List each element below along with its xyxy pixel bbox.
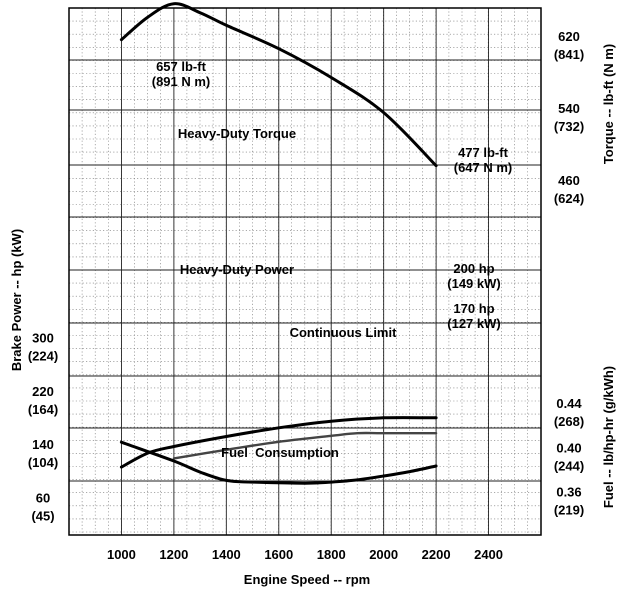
torque-tick-label: 540: [558, 101, 580, 116]
power-curve-title: Heavy-Duty Power: [180, 262, 294, 277]
x-tick-label: 1200: [159, 547, 188, 562]
torque-tick-label: 620: [558, 29, 580, 44]
x-tick-label: 1000: [107, 547, 136, 562]
power-end-metric-label: (149 kW): [447, 276, 500, 291]
power-end-label: 200 hp: [453, 261, 494, 276]
torque-end-metric-label: (647 N m): [454, 160, 513, 175]
x-tick-label: 2200: [422, 547, 451, 562]
power-tick-label-kw: (164): [28, 402, 58, 417]
torque-peak-metric-label: (891 N m): [152, 74, 211, 89]
torque-curve-title: Heavy-Duty Torque: [178, 126, 296, 141]
fuel-tick-label: 0.36: [556, 485, 581, 500]
power-tick-labels: 300 (224) 220 (164) 140 (104) 60 (45): [28, 331, 58, 524]
x-tick-labels: 1000 1200 1400 1600 1800 2000 2200 2400: [107, 547, 503, 562]
fuel-tick-label-metric: (268): [554, 414, 584, 429]
fuel-tick-label-metric: (244): [554, 458, 584, 473]
continuous-end-label: 170 hp: [453, 301, 494, 316]
curves: [119, 2, 438, 485]
continuous-end-metric-label: (127 kW): [447, 316, 500, 331]
fuel-curve-title: Fuel Consumption: [221, 445, 339, 460]
power-tick-label-kw: (224): [28, 349, 58, 364]
torque-peak-label: 657 lb-ft: [156, 59, 207, 74]
torque-tick-label-nm: (624): [554, 191, 584, 206]
fuel-tick-label: 0.44: [556, 396, 582, 411]
torque-axis-label: Torque -- lb-ft (N m): [601, 44, 616, 164]
x-tick-label: 1800: [317, 547, 346, 562]
continuous-limit-line: [172, 431, 438, 460]
x-tick-label: 1400: [212, 547, 241, 562]
power-tick-label-kw: (104): [28, 455, 58, 470]
fuel-tick-label: 0.40: [556, 440, 581, 455]
torque-tick-label: 460: [558, 173, 580, 188]
power-tick-label: 140: [32, 437, 54, 452]
x-axis-label: Engine Speed -- rpm: [244, 572, 370, 587]
major-grid: [69, 8, 541, 535]
x-tick-label: 2400: [474, 547, 503, 562]
power-tick-label: 60: [36, 490, 50, 505]
fuel-tick-labels: 0.44 (268) 0.40 (244) 0.36 (219): [554, 396, 584, 518]
x-tick-label: 2000: [369, 547, 398, 562]
continuous-limit-title: Continuous Limit: [290, 325, 398, 340]
torque-tick-labels: 620 (841) 540 (732) 460 (624): [554, 29, 584, 206]
torque-tick-label-nm: (841): [554, 47, 584, 62]
fuel-axis-label: Fuel -- lb/hp-hr (g/kWh): [601, 366, 616, 508]
power-tick-label-kw: (45): [31, 508, 54, 523]
power-axis-label: Brake Power -- hp (kW): [9, 229, 24, 371]
heavy-duty-torque-line: [119, 2, 438, 168]
fuel-tick-label-metric: (219): [554, 503, 584, 518]
torque-end-label: 477 lb-ft: [458, 145, 509, 160]
x-tick-label: 1600: [264, 547, 293, 562]
power-tick-label: 220: [32, 384, 54, 399]
power-tick-label: 300: [32, 331, 54, 346]
torque-tick-label-nm: (732): [554, 119, 584, 134]
fuel-consumption-line: [119, 440, 438, 485]
plot-frame: [68, 7, 542, 536]
